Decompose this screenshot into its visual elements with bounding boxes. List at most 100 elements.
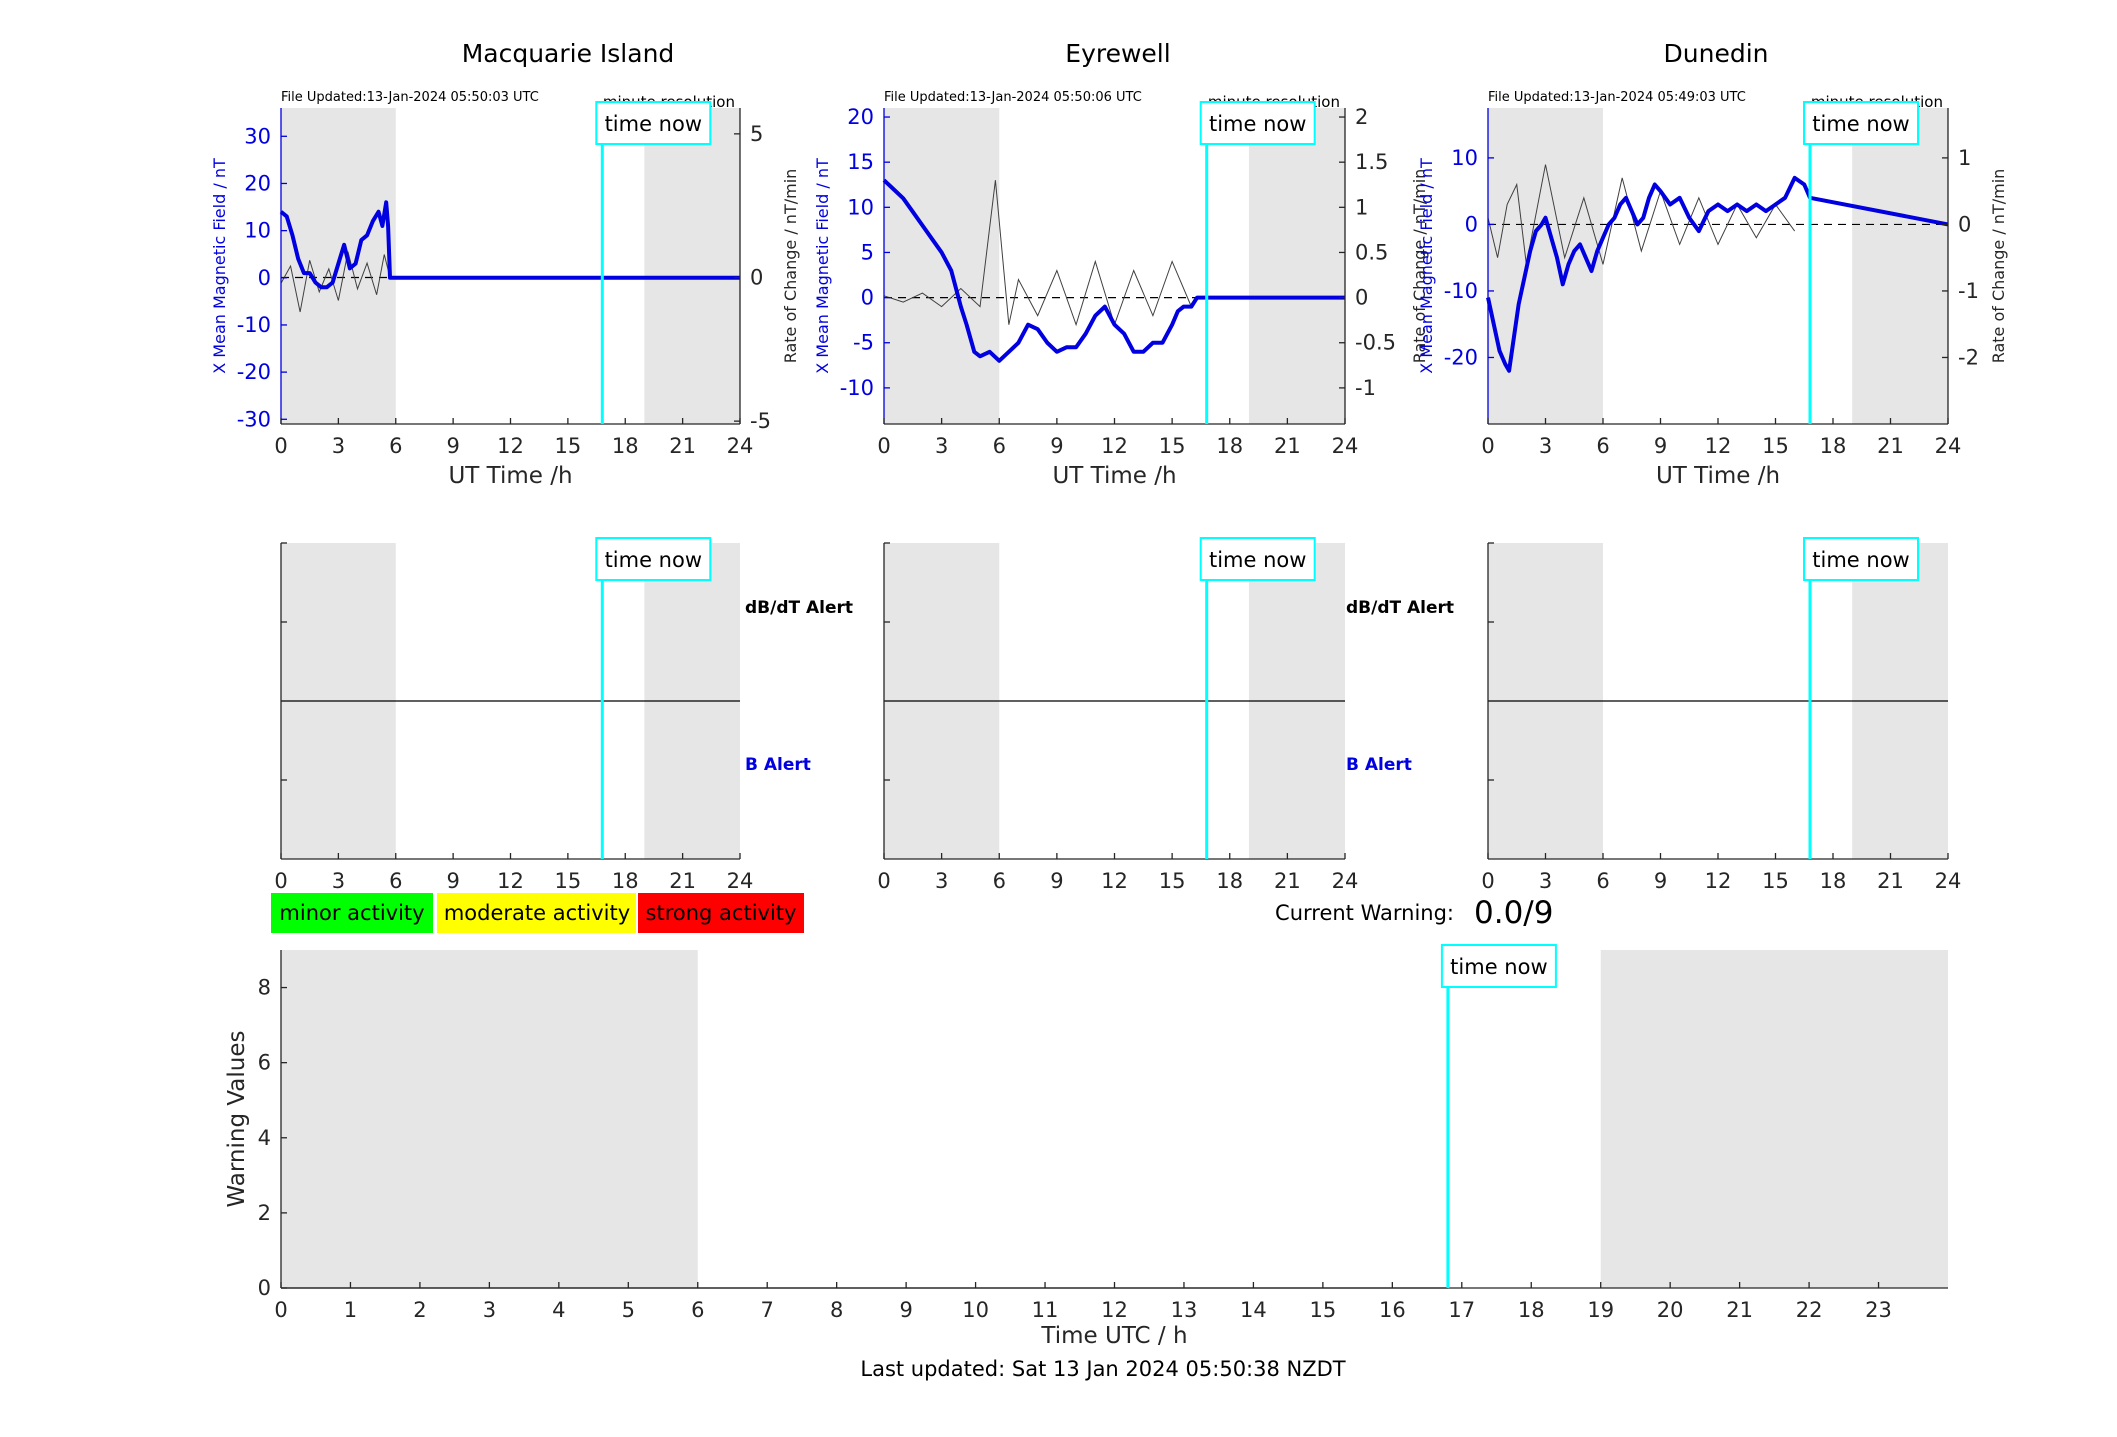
warning-x-tick-label: 10 — [962, 1298, 989, 1322]
x-tick-label-macquarie: 0 — [274, 434, 287, 458]
x-tick-label-eyrewell: 6 — [993, 434, 1006, 458]
time-now-label-alert-dunedin: time now — [1812, 548, 1909, 572]
warning-x-tick-label: 7 — [761, 1298, 774, 1322]
alert-x-tick-label-macquarie: 24 — [727, 869, 754, 893]
y2-tick-label-dunedin: 1 — [1958, 146, 1971, 170]
alert-x-tick-label-macquarie: 15 — [555, 869, 582, 893]
warning-y-tick-label: 6 — [258, 1051, 271, 1075]
y-tick-label-eyrewell: 5 — [861, 240, 874, 264]
y2-tick-label-eyrewell: 2 — [1355, 105, 1368, 129]
x-tick-label-macquarie: 3 — [332, 434, 345, 458]
warning-x-axis-label: Time UTC / h — [1040, 1323, 1187, 1349]
time-now-label-macquarie: time now — [605, 112, 702, 136]
time-now-box-dunedin — [1803, 101, 1919, 145]
x-tick-label-dunedin: 24 — [1935, 434, 1962, 458]
y-tick-label-eyrewell: -10 — [840, 376, 874, 400]
warning-y-tick-label: 8 — [258, 976, 271, 1000]
alert-x-tick-label-dunedin: 24 — [1935, 869, 1962, 893]
y-tick-label-eyrewell: 10 — [847, 195, 874, 219]
night-shade-macquarie-1 — [644, 108, 740, 424]
warning-x-tick-label: 3 — [483, 1298, 496, 1322]
x-tick-label-eyrewell: 9 — [1050, 434, 1063, 458]
alert-panel-eyrewell: 0 3 6 9 12 15 18 21 24 time now — [877, 537, 1358, 893]
warning-y-tick-label: 2 — [258, 1201, 271, 1225]
alert-x-tick-label-dunedin: 21 — [1877, 869, 1904, 893]
x-tick-label-dunedin: 9 — [1654, 434, 1667, 458]
warning-x-tick-label: 2 — [413, 1298, 426, 1322]
y-tick-label-macquarie: -20 — [237, 360, 271, 384]
y2-axis-label-dunedin: Rate of Change / nT/min — [1989, 169, 2008, 364]
field-panel-macquarie: 0 3 6 9 12 15 18 21 24 -30 -20 -10 0 10 20 30 -5 0 5 UT Tim… — [210, 90, 800, 489]
y2-tick-label-dunedin: -2 — [1958, 345, 1979, 369]
x-tick-label-dunedin: 21 — [1877, 434, 1904, 458]
y-tick-label-eyrewell: -5 — [853, 331, 874, 355]
y-axis-label-dunedin: X Mean Magnetic Field / nT — [1417, 158, 1436, 374]
alert-panel-dunedin: 0 3 6 9 12 15 18 21 24 time now — [1481, 537, 1962, 893]
y-tick-label-macquarie: -30 — [237, 407, 271, 431]
file-updated-macquarie: File Updated:13-Jan-2024 05:50:03 UTC — [281, 90, 539, 105]
night-shade-eyrewell-0 — [884, 108, 1000, 424]
y2-tick-label-eyrewell: -1 — [1355, 376, 1376, 400]
time-now-box-eyrewell — [1199, 101, 1316, 145]
time-now-label-alert-macquarie: time now — [605, 548, 702, 572]
y2-tick-label-dunedin: -1 — [1958, 279, 1979, 303]
warning-x-tick-label: 14 — [1240, 1298, 1267, 1322]
alert-x-tick-label-macquarie: 9 — [446, 869, 459, 893]
alert-x-tick-label-dunedin: 3 — [1539, 869, 1552, 893]
alert-x-tick-label-dunedin: 0 — [1481, 869, 1494, 893]
y2-axis-label-eyrewell: Rate of Change / nT/min — [1410, 169, 1429, 364]
station-title-dunedin: Dunedin — [1664, 39, 1769, 68]
station-title-macquarie: Macquarie Island — [462, 39, 675, 68]
alert-x-tick-label-eyrewell: 21 — [1274, 869, 1301, 893]
y-axis-label-macquarie: X Mean Magnetic Field / nT — [210, 158, 229, 374]
alert-x-tick-label-macquarie: 12 — [497, 869, 524, 893]
time-now-box-alert-macquarie — [595, 537, 712, 581]
warning-x-tick-label: 12 — [1101, 1298, 1128, 1322]
warning-x-tick-label: 8 — [830, 1298, 843, 1322]
magnetic-field-line-macquarie — [279, 200, 740, 290]
y2-axis-label-macquarie: Rate of Change / nT/min — [781, 169, 800, 364]
legend-minor-swatch — [271, 893, 433, 933]
y-axis-label-eyrewell: X Mean Magnetic Field / nT — [813, 158, 832, 374]
x-tick-label-eyrewell: 0 — [877, 434, 890, 458]
y-tick-label-macquarie: 10 — [244, 219, 271, 243]
current-warning-label: Current Warning: — [1275, 901, 1454, 925]
x-tick-label-dunedin: 15 — [1762, 434, 1789, 458]
y2-tick-label-dunedin: 0 — [1958, 212, 1971, 236]
warning-shade-1 — [1600, 950, 1948, 1288]
legend-strong-label: strong activity — [646, 901, 797, 925]
legend-moderate-label: moderate activity — [444, 901, 630, 925]
y-tick-label-macquarie: 20 — [244, 171, 271, 195]
warning-x-tick-label: 6 — [691, 1298, 704, 1322]
time-now-box-warning — [1440, 944, 1557, 988]
time-now-label-eyrewell: time now — [1209, 112, 1306, 136]
warning-x-tick-label: 1 — [344, 1298, 357, 1322]
station-title-eyrewell: Eyrewell — [1065, 39, 1170, 68]
alert-x-tick-label-eyrewell: 12 — [1101, 869, 1128, 893]
alert-x-tick-label-macquarie: 3 — [332, 869, 345, 893]
alert-x-tick-label-dunedin: 18 — [1820, 869, 1847, 893]
night-shade-dunedin-1 — [1852, 108, 1948, 424]
magnetic-field-line-dunedin — [1486, 175, 1949, 373]
y2-tick-label-macquarie: 5 — [750, 122, 763, 146]
y-tick-label-dunedin: -10 — [1444, 279, 1478, 303]
legend-moderate-swatch — [437, 893, 636, 933]
x-tick-label-eyrewell: 3 — [935, 434, 948, 458]
alert-x-tick-label-dunedin: 6 — [1596, 869, 1609, 893]
x-tick-label-eyrewell: 24 — [1332, 434, 1359, 458]
warning-x-tick-label: 23 — [1865, 1298, 1892, 1322]
rate-of-change-line-macquarie — [280, 251, 391, 313]
x-tick-label-macquarie: 6 — [389, 434, 402, 458]
y-tick-label-eyrewell: 20 — [847, 105, 874, 129]
y2-tick-label-eyrewell: 0 — [1355, 286, 1368, 310]
warning-x-tick-label: 21 — [1726, 1298, 1753, 1322]
x-tick-label-dunedin: 18 — [1820, 434, 1847, 458]
alert-x-tick-label-eyrewell: 3 — [935, 869, 948, 893]
warning-y-tick-label: 4 — [258, 1126, 271, 1150]
alert-x-tick-label-eyrewell: 18 — [1216, 869, 1243, 893]
x-tick-label-eyrewell: 18 — [1216, 434, 1243, 458]
last-updated: Last updated: Sat 13 Jan 2024 05:50:38 N… — [860, 1357, 1345, 1381]
alert-x-tick-label-macquarie: 21 — [669, 869, 696, 893]
warning-x-tick-label: 22 — [1796, 1298, 1823, 1322]
